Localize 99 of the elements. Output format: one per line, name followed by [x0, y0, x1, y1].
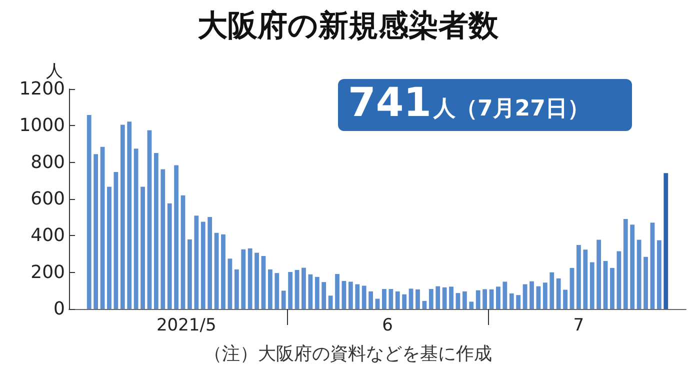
- bar: [664, 173, 668, 309]
- bar: [610, 268, 614, 309]
- bar: [127, 122, 132, 309]
- bar: [308, 274, 313, 309]
- bar: [134, 148, 138, 309]
- bar: [348, 282, 353, 309]
- bar: [563, 290, 568, 309]
- bar: [630, 224, 635, 309]
- bar: [228, 258, 232, 309]
- bar: [402, 294, 407, 309]
- bar: [288, 272, 293, 309]
- bar: [616, 251, 622, 309]
- bar: [650, 222, 655, 309]
- bar: [542, 282, 548, 309]
- bar: [496, 286, 500, 309]
- bar: [100, 146, 105, 309]
- y-tick-label: 0: [54, 298, 65, 320]
- bar: [436, 286, 440, 309]
- bar: [516, 295, 521, 309]
- y-tick-label: 800: [30, 152, 65, 173]
- bar: [623, 218, 628, 309]
- x-tick-label: 2021/5: [156, 316, 216, 336]
- bar: [536, 286, 541, 309]
- bar: [114, 172, 118, 309]
- bar: [368, 291, 373, 309]
- bar: [570, 268, 574, 309]
- bar: [636, 240, 642, 309]
- bar: [469, 302, 474, 309]
- bar: [530, 281, 534, 309]
- bar: [583, 250, 588, 309]
- bar: [416, 289, 420, 309]
- bar: [147, 130, 152, 309]
- bar: [482, 289, 488, 309]
- bar: [160, 169, 166, 309]
- bar: [644, 256, 648, 309]
- bar: [422, 300, 427, 309]
- bar: [234, 269, 239, 309]
- bar: [208, 216, 212, 309]
- bar: [335, 274, 340, 309]
- x-tick-label: 7: [573, 316, 584, 336]
- bar: [522, 284, 528, 309]
- bar: [94, 154, 98, 309]
- bar: [268, 269, 272, 309]
- bar: [86, 115, 92, 309]
- bar: [449, 286, 454, 309]
- bar: [603, 260, 608, 309]
- bar: [322, 282, 326, 309]
- bar: [254, 252, 259, 309]
- bar: [342, 280, 346, 309]
- bar: [107, 186, 112, 309]
- bar: [362, 286, 366, 309]
- bar: [174, 165, 179, 309]
- text: （注）大阪府の資料などを基に作成: [204, 344, 492, 364]
- bar: [328, 296, 333, 309]
- y-tick-label: 600: [30, 188, 65, 210]
- bar: [241, 249, 246, 309]
- bar: [302, 268, 306, 309]
- bar: [274, 273, 280, 309]
- bar: [489, 289, 494, 309]
- y-tick-label: 1000: [19, 115, 65, 136]
- bar: [221, 234, 226, 309]
- bar: [140, 186, 145, 309]
- y-tick-label: 400: [30, 225, 65, 246]
- bar: [248, 248, 252, 309]
- annotation: 741人（7月27日）: [348, 80, 590, 126]
- bar: [550, 272, 554, 309]
- bar: [408, 288, 414, 309]
- bar: [294, 270, 300, 309]
- bar: [476, 290, 480, 309]
- bar: [167, 203, 172, 309]
- bar: [556, 278, 561, 309]
- bar: [428, 289, 434, 309]
- bar: [590, 262, 594, 309]
- bar: [120, 124, 125, 309]
- bar: [154, 152, 158, 309]
- bar: [355, 284, 360, 309]
- bar: [576, 245, 581, 309]
- bar: [596, 240, 602, 309]
- bar: [200, 222, 206, 309]
- x-tick-label: 6: [382, 316, 393, 336]
- bar: [509, 293, 514, 309]
- bar: [462, 291, 467, 309]
- bar: [194, 216, 199, 309]
- bar: [180, 195, 186, 309]
- bar: [388, 289, 394, 309]
- chart-title: 大阪府の新規感染者数: [198, 8, 500, 44]
- bar: [456, 293, 460, 309]
- bar: [314, 276, 320, 309]
- bar: [656, 240, 662, 309]
- bar: [375, 298, 380, 309]
- bar: [214, 232, 219, 309]
- bar: [502, 282, 508, 309]
- bar: [442, 287, 447, 309]
- bar: [188, 239, 192, 309]
- bar: [382, 289, 386, 309]
- y-tick-label: 200: [30, 262, 65, 283]
- bar: [281, 290, 286, 309]
- bar: [395, 291, 400, 309]
- bar: [261, 256, 266, 309]
